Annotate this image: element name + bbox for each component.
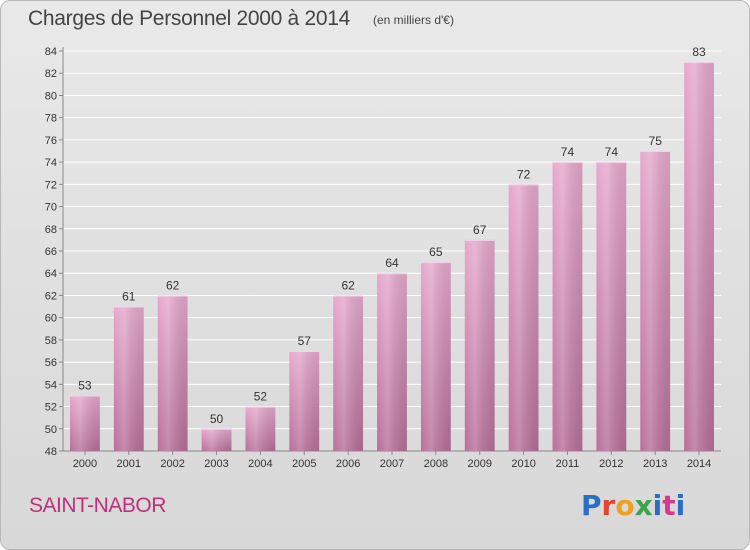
x-tick-label: 2010 (511, 458, 535, 470)
bar-shade (508, 184, 539, 452)
logo-letter: i (652, 489, 663, 522)
data-label: 53 (78, 378, 92, 392)
x-tick-label: 2011 (556, 458, 580, 470)
bar-shade (684, 62, 714, 451)
y-tick-label: 60 (45, 313, 57, 325)
y-tick-label: 54 (45, 379, 57, 391)
logo-letter: t (662, 489, 676, 522)
x-tick-label: 2006 (336, 458, 360, 470)
y-tick-label: 66 (45, 246, 57, 258)
y-tick-label: 52 (45, 402, 57, 414)
y-tick-label: 80 (45, 90, 57, 102)
chart-subtitle: (en milliers d'€) (373, 13, 454, 27)
x-tick-label: 2008 (424, 458, 448, 470)
x-tick-label: 2005 (292, 458, 316, 470)
y-tick-label: 70 (45, 202, 57, 214)
y-tick-label: 72 (45, 179, 57, 191)
logo-letter: i (675, 489, 686, 522)
bar-shade (157, 295, 188, 451)
bar-shade (113, 306, 144, 451)
proxiti-logo: Proxiti (581, 489, 685, 522)
x-tick-label: 2004 (248, 458, 272, 470)
bar-shade (464, 239, 495, 451)
bar-shade (640, 151, 671, 451)
logo-letter: P (581, 489, 602, 522)
y-tick-label: 82 (45, 68, 57, 80)
y-tick-label: 78 (45, 113, 57, 125)
x-tick-label: 2009 (467, 458, 491, 470)
data-label: 72 (517, 167, 531, 181)
logo-letter: o (615, 489, 635, 522)
y-tick-label: 76 (45, 135, 57, 147)
bar-shade (245, 406, 276, 451)
bar-shade (596, 162, 627, 451)
x-tick-label: 2002 (160, 458, 184, 470)
data-label: 74 (561, 145, 575, 159)
x-tick-label: 2007 (380, 458, 404, 470)
y-tick-label: 62 (45, 290, 57, 302)
bar-shade (333, 295, 364, 451)
bar-shade (70, 395, 100, 451)
data-label: 61 (122, 290, 136, 304)
bar-shade (289, 351, 320, 451)
x-tick-label: 2001 (117, 458, 141, 470)
x-tick-label: 2012 (599, 458, 623, 470)
data-label: 57 (298, 334, 312, 348)
y-tick-label: 84 (45, 46, 57, 58)
data-label: 50 (210, 412, 224, 426)
y-tick-label: 58 (45, 335, 57, 347)
commune-name: SAINT-NABOR (29, 494, 166, 517)
y-tick-label: 56 (45, 357, 57, 369)
x-tick-label: 2003 (204, 458, 228, 470)
x-tick-label: 2000 (73, 458, 97, 470)
data-label: 67 (473, 223, 487, 237)
y-tick-label: 48 (45, 446, 57, 458)
bar-shade (377, 273, 407, 451)
data-label: 52 (254, 390, 268, 404)
data-label: 83 (692, 45, 706, 59)
data-label: 62 (341, 278, 355, 292)
logo-letter: r (601, 489, 616, 522)
x-tick-label: 2013 (643, 458, 667, 470)
logo-letter: x (634, 489, 653, 522)
bar-shade (552, 162, 583, 451)
y-tick-label: 50 (45, 424, 57, 436)
data-label: 65 (429, 245, 443, 259)
y-tick-label: 68 (45, 224, 57, 236)
bar-shade (420, 262, 451, 451)
data-label: 64 (385, 256, 399, 270)
y-tick-label: 74 (45, 157, 57, 169)
bar-shade (201, 428, 232, 451)
data-label: 62 (166, 278, 180, 292)
x-tick-label: 2014 (687, 458, 711, 470)
data-label: 75 (649, 134, 663, 148)
chart-title: Charges de Personnel 2000 à 2014 (28, 7, 350, 30)
y-tick-label: 64 (45, 268, 57, 280)
data-label: 74 (605, 145, 619, 159)
